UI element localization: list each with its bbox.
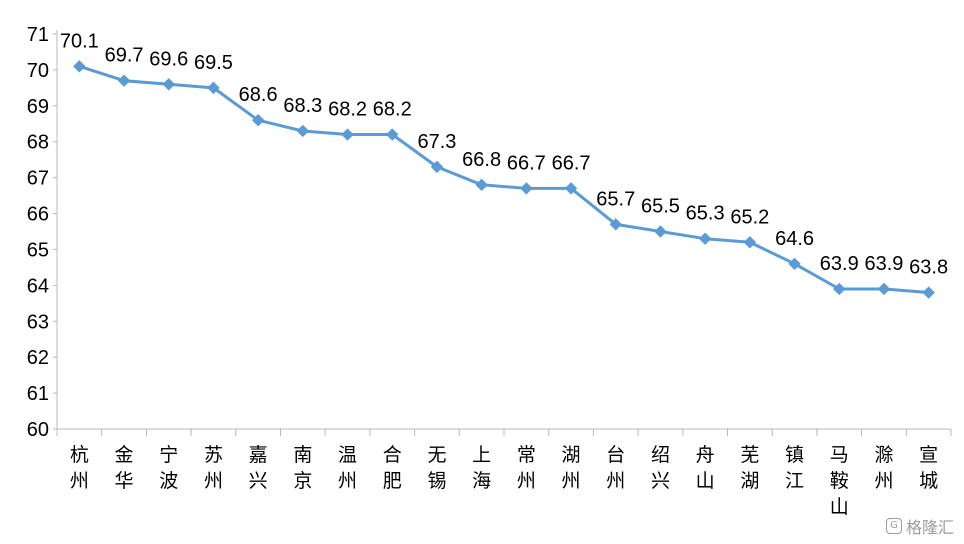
data-label: 65.5 xyxy=(641,196,680,218)
data-point xyxy=(564,182,578,195)
y-tick-label: 67 xyxy=(27,168,49,190)
data-point xyxy=(296,124,310,138)
data-label: 67.3 xyxy=(417,131,456,153)
data-point xyxy=(877,282,891,296)
data-point xyxy=(207,81,220,95)
x-tick-label: 绍兴 xyxy=(651,444,670,492)
y-tick-label: 61 xyxy=(27,383,49,405)
y-tick-label: 69 xyxy=(27,96,49,118)
x-tick-label: 上海 xyxy=(472,444,491,492)
data-point xyxy=(117,74,131,87)
x-tick-label: 马鞍山 xyxy=(830,444,849,518)
data-point xyxy=(73,60,86,73)
data-point xyxy=(386,128,399,141)
data-label: 68.2 xyxy=(328,99,367,121)
data-point xyxy=(251,113,265,127)
data-point xyxy=(788,257,801,271)
y-tick-label: 65 xyxy=(27,239,49,261)
y-tick-label: 71 xyxy=(27,24,49,46)
data-label: 66.7 xyxy=(507,152,546,174)
data-label: 63.8 xyxy=(909,257,948,279)
data-label: 65.2 xyxy=(730,206,769,228)
y-tick-label: 68 xyxy=(27,132,49,154)
data-point xyxy=(833,282,846,296)
y-tick-label: 64 xyxy=(27,275,49,297)
series xyxy=(73,60,935,299)
x-tick-label: 温州 xyxy=(338,444,357,492)
data-label: 66.8 xyxy=(462,149,501,171)
data-label: 68.3 xyxy=(283,95,322,117)
x-tick-label: 嘉兴 xyxy=(249,444,268,492)
x-tick-label: 舟山 xyxy=(696,444,715,492)
data-point xyxy=(698,232,712,245)
y-tick-label: 60 xyxy=(27,419,49,441)
data-label: 64.6 xyxy=(775,228,814,250)
data-label: 65.7 xyxy=(596,188,635,210)
x-tick-label: 湖州 xyxy=(562,444,581,492)
x-tick-label: 金华 xyxy=(115,444,134,492)
data-point xyxy=(609,218,622,231)
watermark-text: 格隆汇 xyxy=(905,518,954,537)
data-label: 69.6 xyxy=(149,48,188,70)
x-tick-label: 滁州 xyxy=(874,444,893,492)
x-tick-label: 常州 xyxy=(517,444,536,492)
data-label: 65.3 xyxy=(686,203,725,225)
data-label: 66.7 xyxy=(552,152,591,174)
data-label: 68.2 xyxy=(373,99,412,121)
data-point xyxy=(341,128,354,141)
g-logo-icon: G xyxy=(885,518,902,534)
x-tick-label: 宣城 xyxy=(919,444,938,492)
data-label: 68.6 xyxy=(239,84,278,106)
watermark: G 格隆汇 xyxy=(885,514,954,538)
data-point xyxy=(430,160,444,174)
data-point xyxy=(922,286,935,299)
y-tick-label: 70 xyxy=(27,60,49,82)
x-tick-label: 镇江 xyxy=(785,444,804,492)
series-line xyxy=(78,64,929,294)
data-point xyxy=(475,178,488,192)
y-axis-ticks: 60 61 62 63 64 65 66 67 68 69 70 71 xyxy=(27,24,57,441)
data-point xyxy=(654,225,667,238)
x-tick-label: 杭州 xyxy=(70,444,89,492)
x-tick-label: 合肥 xyxy=(383,444,402,492)
data-label: 69.7 xyxy=(105,45,144,67)
data-point xyxy=(162,78,175,91)
x-tick-label: 苏州 xyxy=(204,444,223,492)
x-tick-label: 无锡 xyxy=(427,444,446,492)
data-labels: 70.169.7 69.6 69.568.6 68.3 68.2 68.267.366.8… xyxy=(60,30,948,278)
x-tick-label: 台州 xyxy=(606,444,625,492)
x-tick-label: 芜湖 xyxy=(740,444,759,492)
data-label: 63.9 xyxy=(820,253,859,275)
data-point xyxy=(520,182,533,195)
data-label: 69.5 xyxy=(194,52,233,74)
data-label: 70.1 xyxy=(60,30,99,52)
x-tick-label: 宁波 xyxy=(159,444,178,492)
data-point xyxy=(743,236,757,249)
y-tick-label: 66 xyxy=(27,204,49,226)
y-tick-label: 63 xyxy=(27,311,49,333)
x-tick-label: 南京 xyxy=(293,444,312,492)
y-tick-label: 62 xyxy=(27,347,49,369)
axes xyxy=(56,30,952,436)
data-label: 63.9 xyxy=(864,253,903,275)
